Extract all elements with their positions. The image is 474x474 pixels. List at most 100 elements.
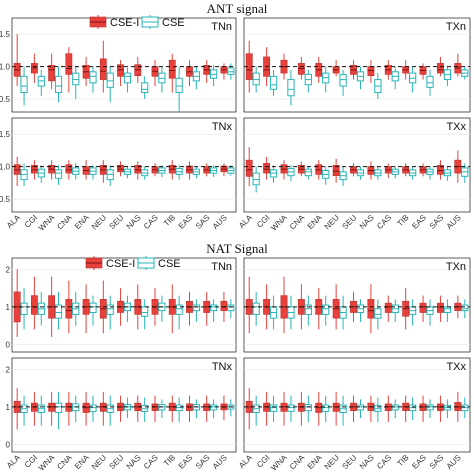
box-seu-cse <box>356 66 365 90</box>
x-tick-label: TIB <box>395 453 410 468</box>
box-nas-cse-i <box>367 284 375 334</box>
box-ala-cse <box>20 395 28 426</box>
panel-nat-txn: TXn <box>243 257 471 353</box>
panel-ant-tnn: 0.5 1.0 1.5 TNn <box>0 17 237 113</box>
box-neu-cse <box>339 69 347 96</box>
panel-ant-txn: TXn <box>243 17 471 113</box>
y-tick-label: 0.5 <box>0 95 11 104</box>
box-body <box>245 159 253 177</box>
x-tick-label: NEU <box>90 213 108 231</box>
box-body <box>220 300 228 311</box>
box-body <box>269 75 278 90</box>
box-body <box>141 306 149 317</box>
box-nas-cse-i <box>134 56 142 83</box>
box-cgi-cse <box>269 69 278 96</box>
panel-label: TXx <box>446 121 466 133</box>
x-tick-label: CNA <box>55 453 74 472</box>
box-ena-cse-i <box>315 160 323 180</box>
x-tick-label: CNA <box>55 213 74 232</box>
box-seu-cse-i <box>117 60 124 87</box>
box-body <box>252 302 260 315</box>
panel-label: TNx <box>212 361 233 373</box>
box-body <box>117 165 124 173</box>
box-seu-cse-i <box>350 60 357 80</box>
box-seu-cse-i <box>350 163 357 177</box>
box-body <box>20 302 28 315</box>
x-tick-label: NAS <box>358 213 376 231</box>
x-tick-label: WNA <box>269 453 289 473</box>
box-cna-cse <box>304 69 312 93</box>
box-sas-cse <box>209 165 218 177</box>
box-body <box>134 165 142 174</box>
box-body <box>175 304 183 315</box>
box-body <box>304 168 312 177</box>
box-body <box>65 53 73 75</box>
x-tick-label: NEU <box>90 453 108 471</box>
box-body <box>48 65 56 82</box>
box-nas-cse <box>141 76 149 100</box>
box-body <box>209 404 218 411</box>
box-cna-cse-i <box>297 161 305 177</box>
box-eas-cse <box>426 299 434 326</box>
box-cgi-cse-i <box>263 156 271 180</box>
box-ena-cse <box>89 66 97 93</box>
y-tick-label: 1.5 <box>0 30 11 39</box>
box-body <box>65 299 73 319</box>
y-tick-label: 2 <box>6 365 11 374</box>
x-tick-label: NEU <box>323 453 341 471</box>
x-tick-label: SEU <box>107 213 125 231</box>
box-body <box>89 71 97 84</box>
box-cgi-cse <box>37 165 45 183</box>
box-body <box>209 304 218 312</box>
panel-nat-tnn: 0 1 2 TNn <box>6 257 237 353</box>
box-cgi-cse-i <box>30 276 38 330</box>
box-neu-cse <box>106 295 114 330</box>
legend-item-cse: CSE <box>141 15 185 29</box>
box-tib-cse <box>409 397 417 421</box>
box-body <box>461 304 469 312</box>
box-sas-cse <box>443 399 452 419</box>
x-tick-label: TIB <box>395 213 410 228</box>
x-tick-label: EAS <box>410 213 428 231</box>
box-ala-cse <box>20 66 28 106</box>
box-wna-cse <box>287 165 295 181</box>
box-body <box>141 82 149 94</box>
x-tick-label: SAS <box>194 213 212 231</box>
box-cgi-cse <box>37 69 45 96</box>
box-body <box>117 64 124 77</box>
box-tib-cse <box>175 295 183 330</box>
x-tick-label: EAS <box>177 213 195 231</box>
x-tick-label: SEU <box>340 453 358 471</box>
box-body <box>89 404 97 412</box>
box-cna-cse-i <box>297 56 305 80</box>
box-eas-cse-i <box>419 295 427 322</box>
box-nas-cse <box>141 166 149 180</box>
box-cna-cse-i <box>65 160 73 180</box>
box-body <box>374 308 382 319</box>
legend-nat: CSE-I CSE <box>85 256 181 270</box>
box-ena-cse <box>322 395 330 422</box>
box-cgi-cse <box>269 165 278 183</box>
box-neu-cse <box>106 395 114 426</box>
box-aus-cse-i <box>454 53 462 77</box>
box-body <box>20 75 28 94</box>
x-tick-label: TIB <box>162 453 177 468</box>
box-wna-cse <box>287 395 295 422</box>
panel-label: TNn <box>211 21 232 33</box>
box-neu-cse-i <box>332 158 340 183</box>
box-body <box>419 302 427 313</box>
box-eas-cse <box>426 166 434 180</box>
box-wna-cse <box>54 391 63 430</box>
box-tib-cse <box>409 66 417 93</box>
box-nas-cse <box>374 397 382 422</box>
box-tib-cse <box>175 66 183 112</box>
box-sas-cse-i <box>203 60 211 83</box>
box-body <box>426 75 434 88</box>
box-eas-cse-i <box>419 163 427 177</box>
box-body <box>65 164 73 174</box>
y-tick-label: 2 <box>6 265 11 274</box>
box-wna-cse-i <box>280 160 288 180</box>
box-ena-cse <box>89 395 97 422</box>
box-ala-cse <box>252 291 260 326</box>
box-cgi-cse-i <box>30 53 38 83</box>
